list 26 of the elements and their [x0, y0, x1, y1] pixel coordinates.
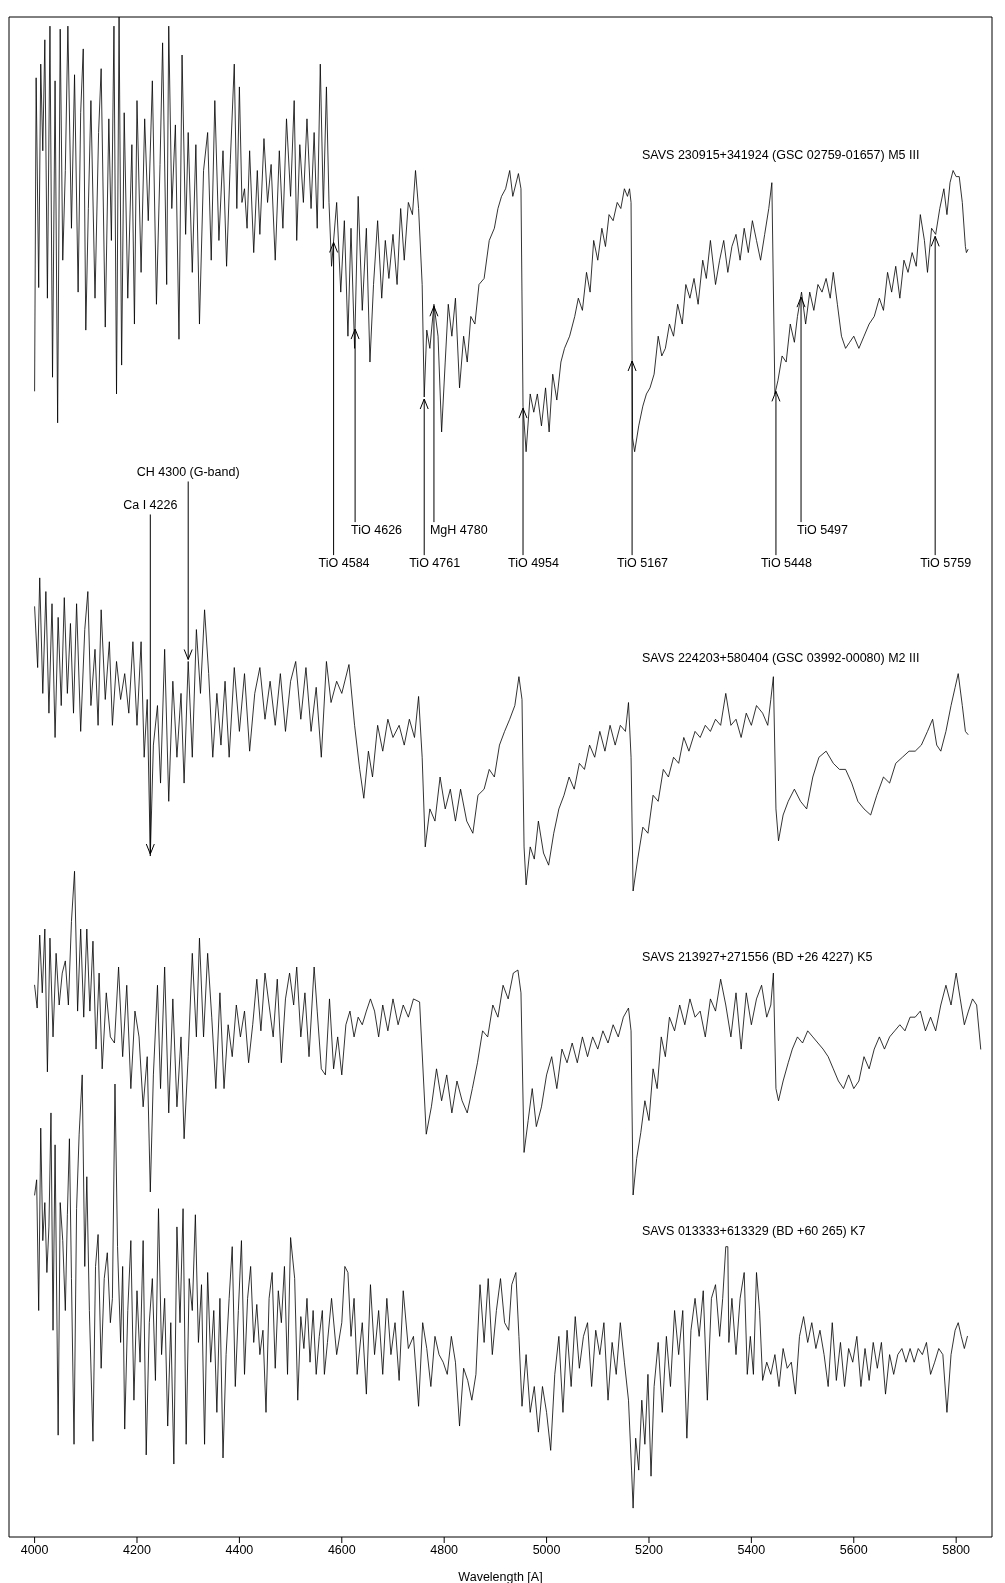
annotation: MgH 4780	[429, 523, 488, 538]
series-label: SAVS 224203+580404 (GSC 03992-00080) M2 III	[642, 650, 920, 665]
x-tick-label: 4200	[123, 1542, 151, 1557]
x-axis-title: Wavelength [A]	[458, 1570, 543, 1583]
annotation: CH 4300 (G-band)	[136, 464, 240, 479]
text: SAVS 230915+341924 (GSC 02759-01657) M5 III	[642, 147, 920, 162]
text: SAVS 013333+613329 (BD +60 265) K7	[642, 1223, 866, 1238]
annotation: TiO 4584	[318, 556, 370, 571]
annotation: TiO 5167	[617, 556, 669, 571]
annotation: TiO 4954	[508, 556, 560, 571]
x-tick-label: 5200	[635, 1542, 663, 1557]
x-tick-label: 4000	[20, 1542, 49, 1557]
annotation: TiO 5448	[760, 556, 812, 571]
x-tick-label: 4400	[225, 1542, 254, 1557]
x-tick-label: 5000	[532, 1542, 561, 1557]
annotation: Ca I 4226	[123, 497, 178, 512]
annotation: TiO 5759	[920, 556, 972, 571]
x-tick-label: 5400	[737, 1542, 766, 1557]
x-tick-label: 5600	[839, 1542, 868, 1557]
annotation: TiO 5497	[797, 523, 849, 538]
x-tick-label: 5800	[942, 1542, 971, 1557]
annotation: TiO 4626	[351, 523, 403, 538]
annotation: TiO 4761	[409, 556, 461, 571]
x-tick-label: 4800	[430, 1542, 459, 1557]
x-tick-label: 4600	[327, 1542, 356, 1557]
series-label: SAVS 213927+271556 (BD +26 4227) K5	[642, 950, 873, 965]
